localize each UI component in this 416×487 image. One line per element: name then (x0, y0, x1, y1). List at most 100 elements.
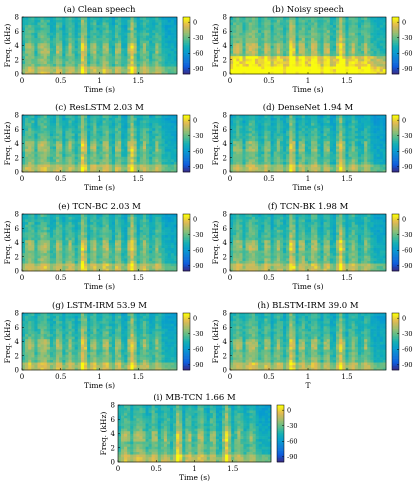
spectrogram-cell (87, 45, 91, 49)
spectrogram-cell (22, 245, 26, 248)
spectrogram-cell (357, 19, 362, 23)
spectrogram-cell (317, 133, 321, 137)
spectrogram-cell (298, 146, 303, 149)
spectrogram-cell (332, 127, 337, 131)
spectrogram-cell (22, 229, 26, 233)
spectrogram-cell (323, 50, 328, 54)
spectrogram-cell (149, 50, 153, 54)
spectrogram-cell (155, 63, 159, 67)
spectrogram-cell (68, 153, 72, 157)
spectrogram-cell (37, 255, 41, 259)
spectrogram-cell (133, 166, 137, 170)
spectrogram-cell (49, 265, 54, 269)
spectrogram-cell (161, 153, 165, 157)
spectrogram-cell (111, 156, 116, 160)
spectrogram-cell (62, 214, 66, 217)
spectrogram-cell (345, 48, 349, 51)
spectrogram-cell (133, 161, 137, 165)
spectrogram-cell (40, 252, 44, 256)
spectrogram-cell (357, 32, 362, 36)
spectrogram-cell (28, 27, 32, 31)
spectrogram-cell (267, 133, 271, 137)
spectrogram-cell (158, 50, 162, 54)
spectrogram-cell (149, 127, 153, 131)
spectrogram-cell (62, 58, 66, 62)
spectrogram-cell (248, 151, 253, 155)
spectrogram-cell (22, 148, 26, 152)
spectrogram-cell (270, 48, 274, 51)
spectrogram-cell (248, 42, 253, 46)
spectrogram-cell (37, 245, 41, 248)
spectrogram-cell (59, 164, 63, 168)
spectrogram-cell (354, 135, 359, 139)
spectrogram-cell (34, 226, 38, 230)
spectrogram-cell (22, 42, 26, 46)
spectrogram-cell (336, 169, 340, 173)
spectrogram-cell (248, 146, 253, 149)
spectrogram-cell (102, 143, 106, 147)
spectrogram-cell (43, 229, 48, 233)
spectrogram-cell (136, 156, 141, 160)
spectrogram-cell (124, 63, 128, 67)
spectrogram-cell (77, 35, 82, 39)
spectrogram-cell (34, 42, 38, 46)
spectrogram-cell (105, 127, 110, 131)
spectrogram-cell (71, 127, 75, 131)
spectrogram-cell (367, 58, 371, 62)
spectrogram-cell (361, 19, 365, 23)
spectrogram-cell (87, 143, 91, 147)
spectrogram-cell (364, 156, 368, 160)
spectrogram-cell (152, 35, 156, 39)
spectrogram-cell (251, 40, 256, 44)
spectrogram-cell (286, 115, 290, 118)
spectrogram-cell (108, 27, 113, 31)
spectrogram-cell (242, 125, 246, 129)
spectrogram-cell (62, 156, 66, 160)
spectrogram-cell (28, 42, 32, 46)
spectrogram-cell (254, 29, 259, 33)
spectrogram-cell (28, 125, 32, 129)
spectrogram-cell (68, 71, 72, 75)
spectrogram-cell (367, 45, 371, 49)
spectrogram-cell (295, 48, 299, 51)
spectrogram-cell (164, 71, 168, 75)
spectrogram-cell (90, 24, 94, 28)
spectrogram-cell (230, 66, 234, 70)
colorbar-segment (392, 156, 399, 159)
spectrogram-cell (283, 153, 287, 157)
spectrogram-cell (34, 50, 38, 54)
spectrogram-cell (298, 117, 303, 121)
spectrogram-cell (25, 263, 29, 267)
spectrogram-cell (242, 156, 246, 160)
spectrogram-cell (276, 127, 281, 131)
spectrogram-cell (49, 32, 54, 36)
spectrogram-cell (49, 48, 54, 51)
spectrogram-cell (49, 250, 54, 254)
spectrogram-cell (115, 32, 119, 36)
colorbar-segment (392, 136, 399, 139)
spectrogram-cell (332, 58, 337, 62)
spectrogram-cell (298, 169, 303, 173)
spectrogram-cell (332, 161, 337, 165)
spectrogram-cell (233, 135, 237, 139)
spectrogram-cell (289, 71, 293, 75)
spectrogram-cell (279, 120, 284, 124)
spectrogram-cell (53, 245, 57, 248)
spectrogram-cell (80, 58, 85, 62)
spectrogram-cell (121, 63, 125, 67)
spectrogram-cell (361, 55, 365, 59)
spectrogram-cell (25, 164, 29, 168)
spectrogram-cell (22, 45, 26, 49)
spectrogram-cell (267, 19, 271, 23)
colorbar-segment (183, 71, 190, 73)
spectrogram-cell (43, 17, 48, 20)
spectrogram-cell (361, 32, 365, 36)
spectrogram-cell (133, 32, 137, 36)
spectrogram-cell (124, 32, 128, 36)
spectrogram-cell (339, 58, 343, 62)
spectrogram-cell (108, 24, 113, 28)
spectrogram-cell (149, 63, 153, 67)
spectrogram-cell (46, 237, 51, 241)
spectrogram-cell (65, 45, 69, 49)
spectrogram-cell (273, 32, 278, 36)
